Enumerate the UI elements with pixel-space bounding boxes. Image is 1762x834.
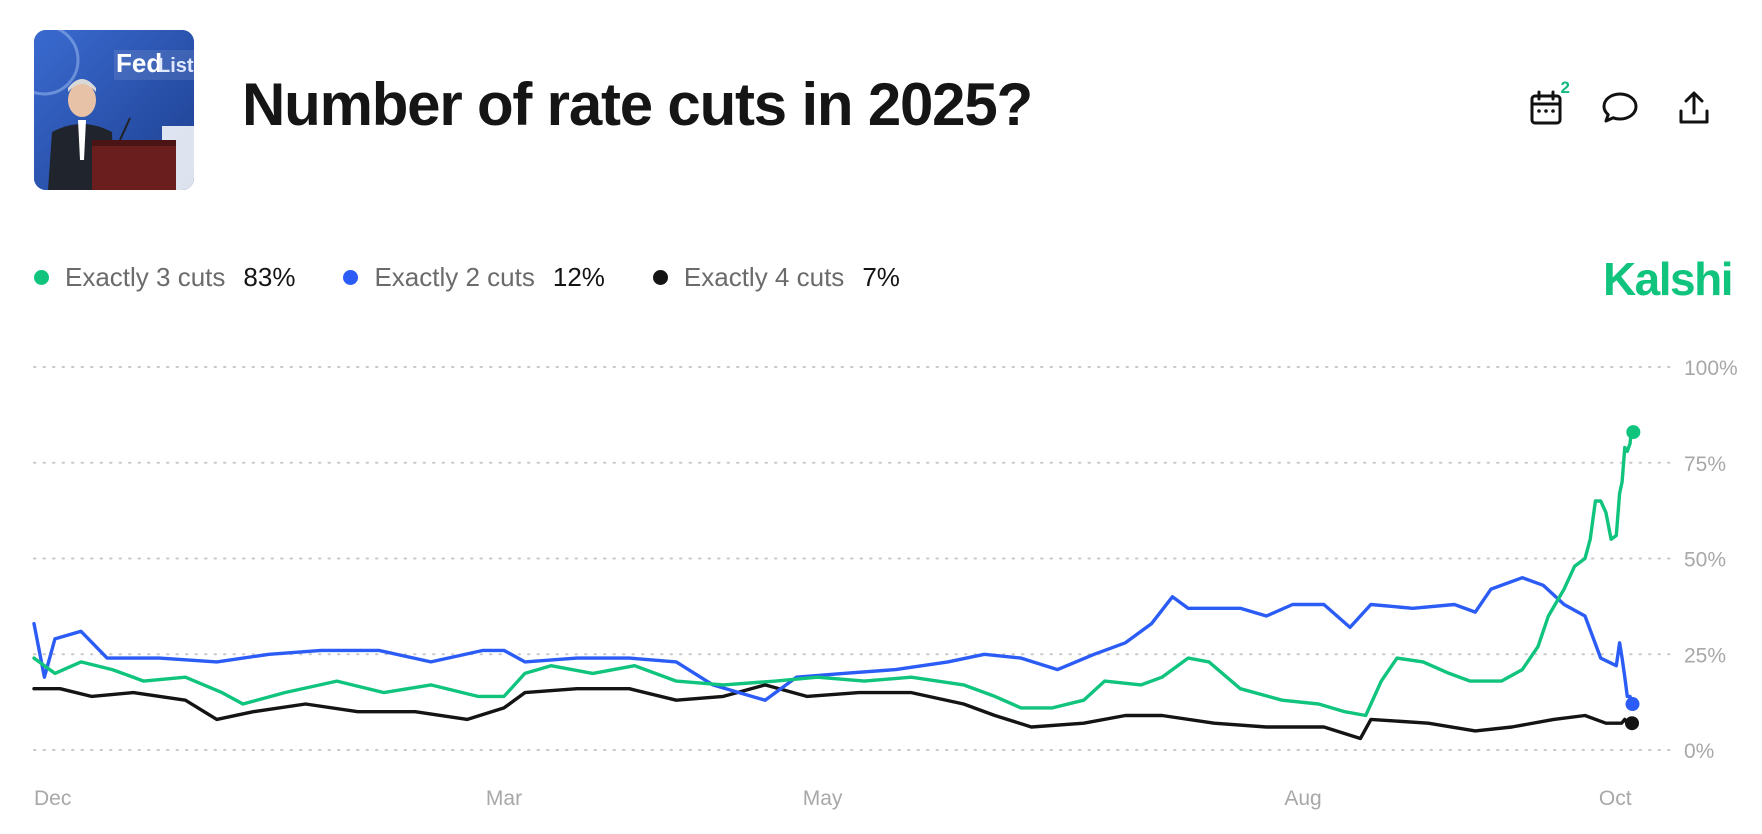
line-chart: 0% 25% 50% 75% 100% Dec Mar May Aug Oct xyxy=(32,357,1738,810)
end-marker-exactly-2-cuts xyxy=(1625,697,1640,712)
calendar-icon xyxy=(1530,90,1562,125)
grid-lines xyxy=(33,366,1673,751)
legend-dot-4-cuts xyxy=(652,270,668,285)
svg-text:Listens: Listens xyxy=(158,55,194,77)
series-end-markers xyxy=(1625,425,1641,731)
series-line-exactly-2-cuts xyxy=(32,576,1635,706)
svg-text:Fed: Fed xyxy=(116,48,162,78)
x-tick-label: Mar xyxy=(486,787,522,810)
y-tick-label: 75% xyxy=(1684,453,1726,476)
page-title: Number of rate cuts in 2025? xyxy=(242,71,1033,138)
y-tick-label: 0% xyxy=(1684,740,1714,763)
legend-item-4-cuts[interactable]: Exactly 4 cuts 7% xyxy=(652,262,900,293)
y-tick-label: 25% xyxy=(1684,644,1726,667)
header-actions: 2 xyxy=(1524,78,1716,130)
legend-label: Exactly 4 cuts xyxy=(683,262,845,292)
share-button[interactable] xyxy=(1672,86,1716,130)
comment-icon xyxy=(1602,92,1638,123)
series-lines xyxy=(32,426,1635,741)
notification-badge: 2 xyxy=(1560,78,1570,97)
legend-value: 7% xyxy=(862,262,900,292)
comment-button[interactable] xyxy=(1598,86,1642,130)
legend-value: 12% xyxy=(552,262,605,292)
chart-legend: Exactly 3 cuts 83% Exactly 2 cuts 12% Ex… xyxy=(34,262,948,293)
legend-item-2-cuts[interactable]: Exactly 2 cuts 12% xyxy=(343,262,605,293)
y-tick-label: 100% xyxy=(1684,357,1738,380)
legend-value: 83% xyxy=(243,262,296,292)
x-tick-label: Aug xyxy=(1284,787,1321,810)
x-tick-label: May xyxy=(803,787,843,810)
series-line-exactly-3-cuts xyxy=(32,426,1635,718)
legend-label: Exactly 2 cuts xyxy=(374,262,535,292)
legend-item-3-cuts[interactable]: Exactly 3 cuts 83% xyxy=(34,262,295,293)
series-line-exactly-4-cuts xyxy=(32,683,1634,741)
legend-dot-2-cuts xyxy=(343,270,359,285)
x-tick-label: Oct xyxy=(1599,787,1632,810)
end-marker-exactly-4-cuts xyxy=(1625,716,1639,731)
legend-label: Exactly 3 cuts xyxy=(65,262,226,292)
legend-dot-3-cuts xyxy=(34,270,49,285)
brand-logo[interactable]: Kalshi xyxy=(1602,253,1734,305)
share-icon xyxy=(1679,91,1709,124)
calendar-button[interactable]: 2 xyxy=(1524,78,1570,130)
y-tick-label: 50% xyxy=(1684,549,1726,572)
x-axis-ticks: Dec Mar May Aug Oct xyxy=(34,787,1632,810)
x-tick-label: Dec xyxy=(34,787,71,810)
y-axis-ticks: 0% 25% 50% 75% 100% xyxy=(1684,357,1738,763)
fed-listens-photo: Fed Listens xyxy=(34,30,194,190)
end-marker-exactly-3-cuts xyxy=(1626,425,1641,440)
market-image: Fed Listens xyxy=(34,30,194,190)
